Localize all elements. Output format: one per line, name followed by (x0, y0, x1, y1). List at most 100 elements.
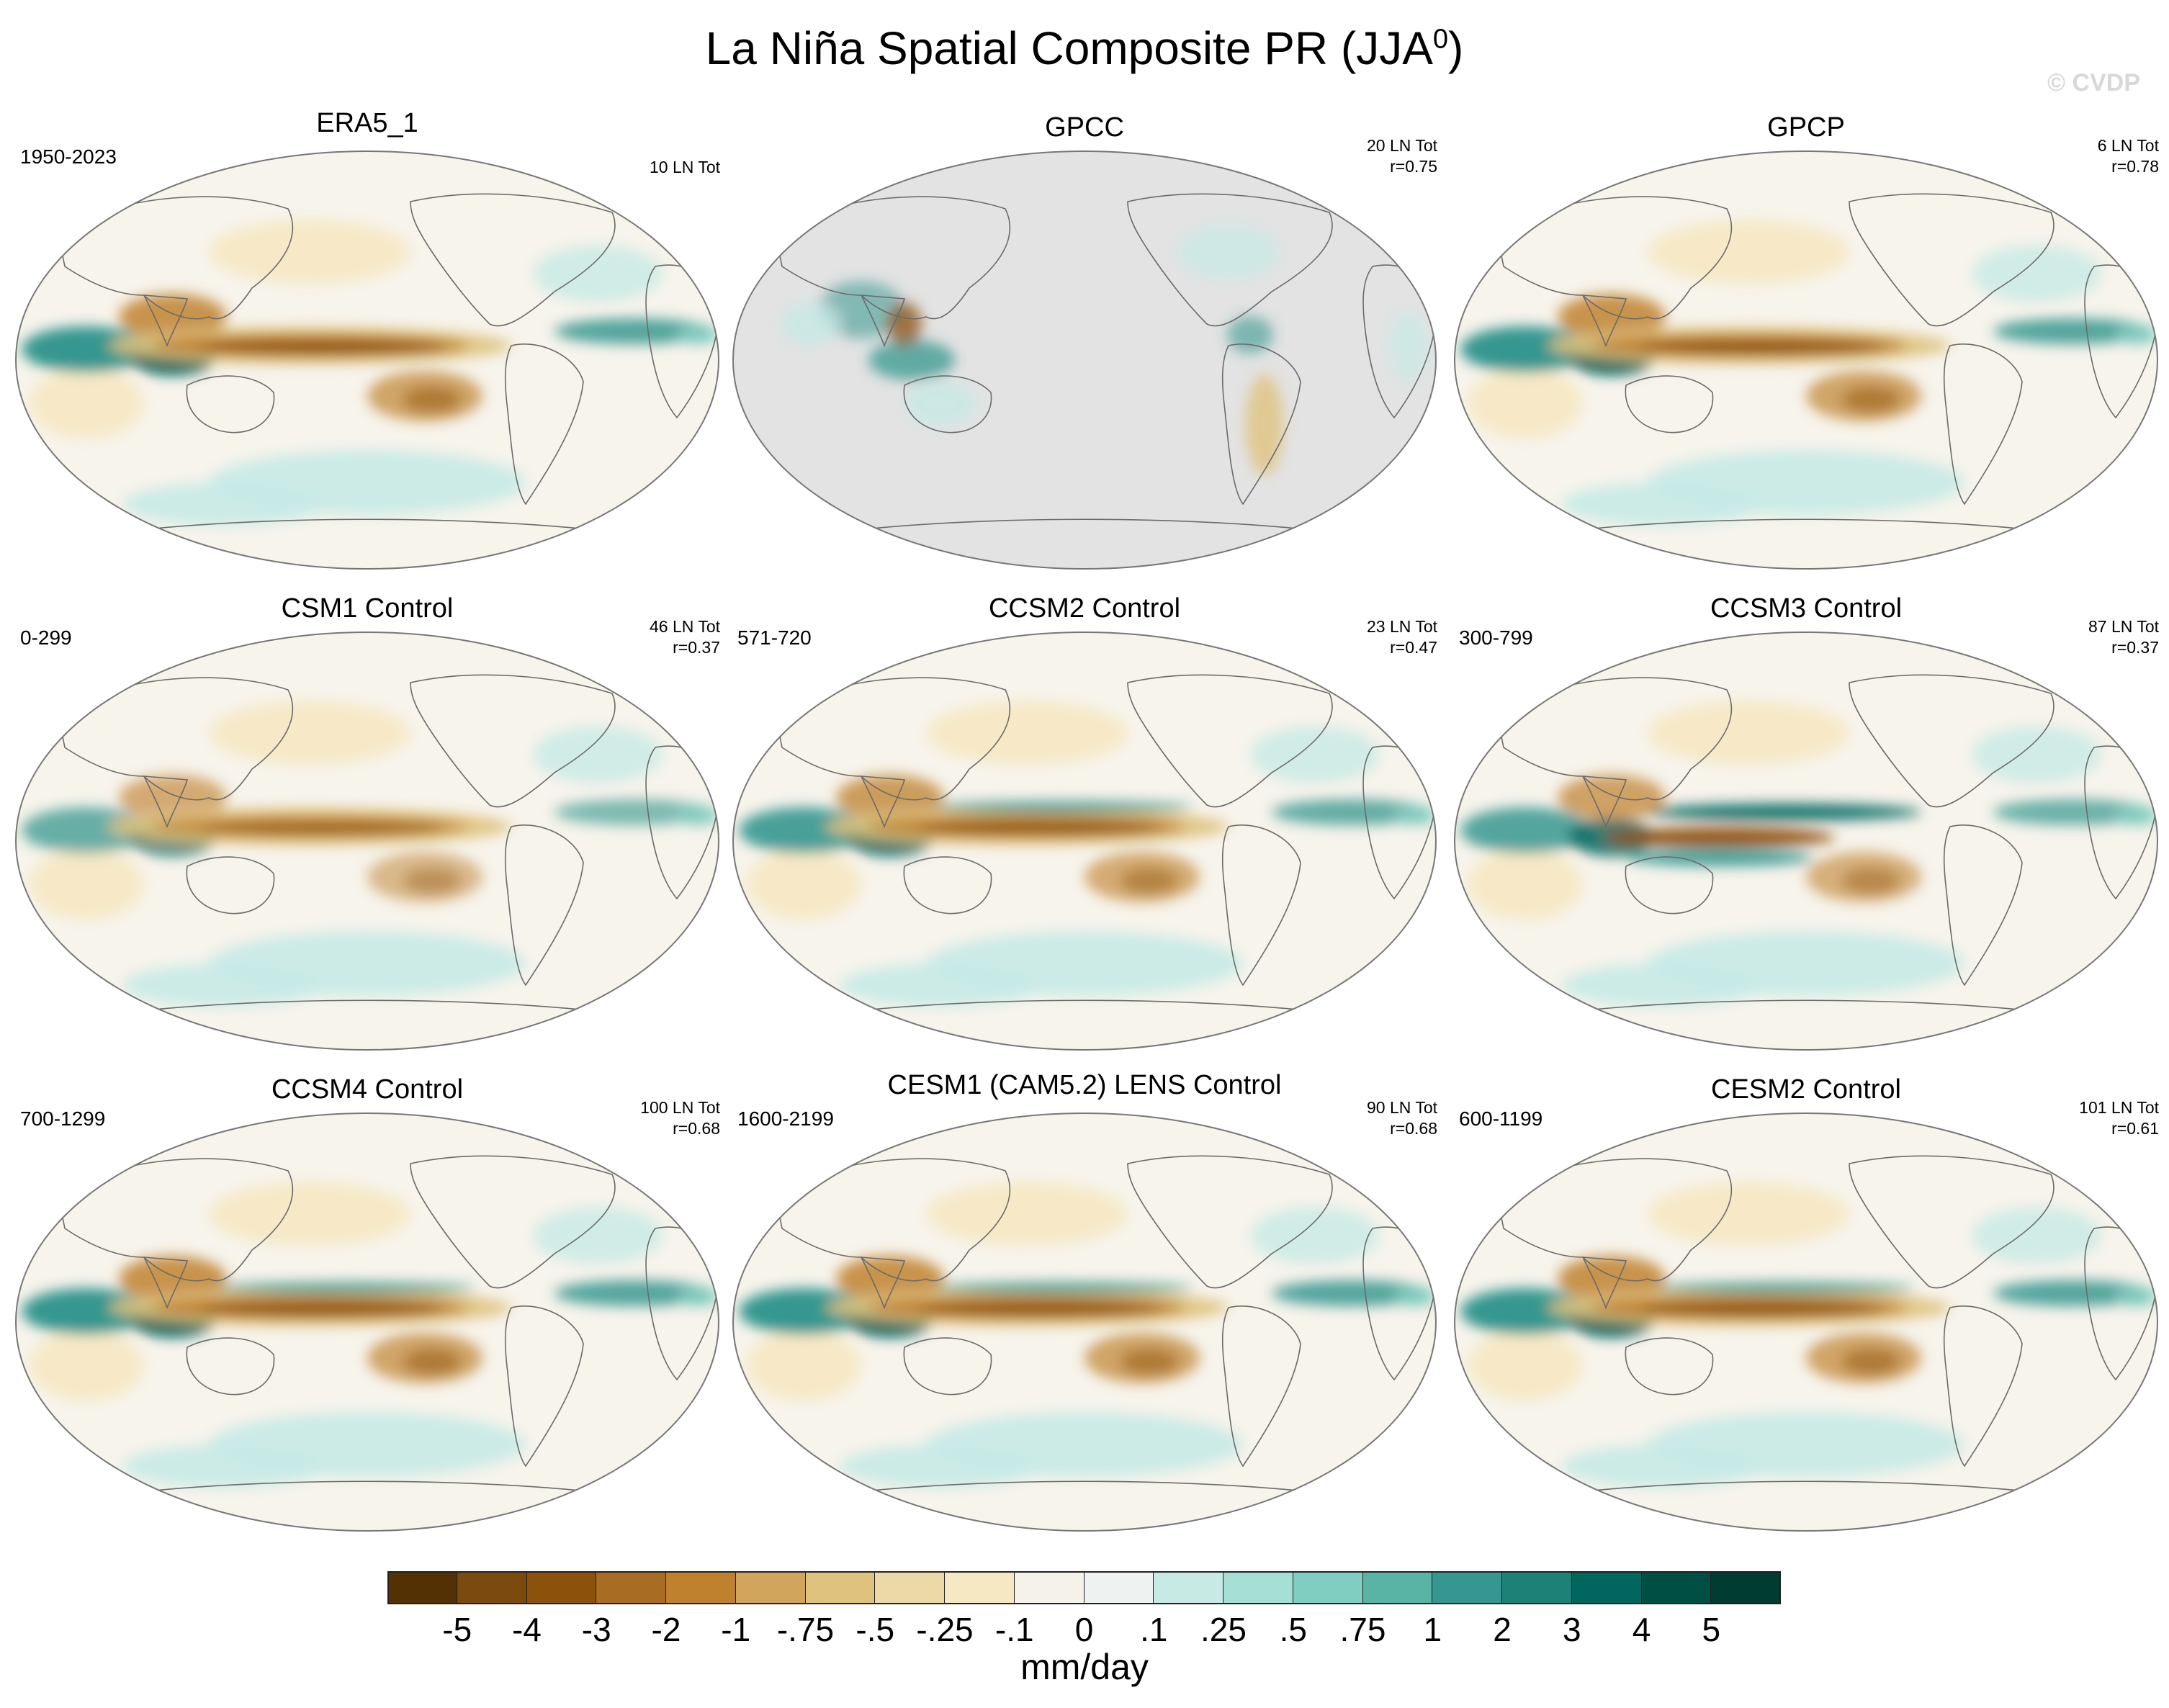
colorbar-tick-label: -.1 (994, 1611, 1034, 1648)
panel-period: 571-720 (737, 626, 812, 649)
panel-stats: 100 LN Tot r=0.68 (640, 1097, 720, 1139)
colorbar-swatch (666, 1571, 736, 1604)
asia-outline (1496, 677, 1733, 801)
indian-ocean-south-anomaly (29, 367, 144, 439)
north-atlantic-anomaly (1972, 245, 2101, 302)
map-border (732, 150, 1437, 570)
panel-event-count: 100 LN Tot (640, 1098, 720, 1117)
colorbar-swatch (1502, 1571, 1572, 1604)
antarctica-outline (832, 999, 1337, 1015)
australia-anomaly (904, 380, 976, 426)
india-outline (860, 1257, 906, 1310)
wp-dry (1558, 1256, 1666, 1302)
north-atlantic-anomaly (1972, 726, 2101, 783)
asia-outline (1496, 1158, 1733, 1282)
australia-outline (1625, 1337, 1714, 1395)
south-america-outline (1943, 1305, 2023, 1467)
atlantic-itcz-wet (554, 1280, 713, 1306)
asia-outline (774, 677, 1011, 801)
panel-period: 700-1299 (20, 1107, 106, 1130)
wp-dry (119, 775, 227, 821)
map-border (15, 1113, 719, 1532)
panel-stats: 101 LN Tot r=0.61 (2079, 1097, 2159, 1139)
colorbar-swatch (1293, 1571, 1363, 1604)
asia-outline (774, 1158, 1011, 1282)
southern-ocean-anomaly (840, 1444, 1041, 1488)
south-america-outline (1943, 824, 2023, 986)
south-america-outline (1221, 1305, 1301, 1467)
figure-title-end: ) (1448, 22, 1464, 74)
atlantic-itcz-wet (1993, 318, 2152, 344)
indian-ocean-wet (22, 1288, 151, 1334)
antarctica-outline (1553, 1480, 2059, 1496)
indochina-anomaly (887, 302, 922, 346)
figure-title: La Niña Spatial Composite PR (JJA0) (0, 22, 2169, 75)
itcz-wet-edge (933, 1282, 1193, 1294)
pacific-dry-center (1640, 1303, 1885, 1316)
robinson-map (732, 150, 1437, 570)
panel-event-count: 87 LN Tot (2088, 617, 2159, 636)
indian-ocean-south-anomaly (1468, 367, 1583, 439)
panel-stats: 46 LN Tot r=0.37 (650, 616, 720, 658)
antarctica-outline (832, 518, 1337, 534)
itcz-north-wet (1648, 804, 1921, 821)
figure-title-main: La Niña Spatial Composite PR (JJA (705, 22, 1433, 74)
indian-ocean-south-anomaly (29, 848, 144, 920)
africa-anomaly (1388, 310, 1429, 382)
panel-title: CESM2 Control (1711, 1074, 1901, 1105)
map-panel: CCSM3 Control 300-799 87 LN Tot r=0.37 (1446, 589, 2166, 1064)
panel-title: GPCP (1767, 112, 1845, 143)
colorbar (387, 1571, 1781, 1604)
colorbar-swatch (1432, 1571, 1502, 1604)
pacific-dry-center (202, 1303, 446, 1316)
map-panel: ERA5_1 1950-2023 10 LN Tot (7, 108, 727, 583)
colorbar-units: mm/day (1020, 1647, 1149, 1687)
colorbar-swatch (1084, 1571, 1154, 1604)
spcz-dry-core (403, 387, 461, 413)
colorbar-swatch (875, 1571, 945, 1604)
colorbar-tick-label: 4 (1632, 1611, 1651, 1648)
figure-title-sup: 0 (1432, 24, 1449, 55)
spcz-dry-core (1842, 387, 1900, 413)
colorbar-tick-label: 0 (1074, 1611, 1094, 1648)
atlantic-itcz-wet (1272, 1280, 1430, 1306)
north-atlantic-anomaly (1250, 1207, 1380, 1264)
south-america-outline (1943, 343, 2023, 505)
north-america-anomaly (1178, 223, 1279, 281)
spcz-wet (1626, 849, 1813, 866)
india-outline (860, 295, 906, 348)
atlantic-itcz-wet (1993, 1280, 2152, 1306)
indian-ocean-south-anomaly (1468, 1329, 1583, 1401)
pacific-dry-center (919, 822, 1164, 835)
africa-wet-west (2116, 1287, 2157, 1307)
australia-outline (186, 856, 275, 914)
southern-ocean-anomaly (122, 1444, 324, 1488)
colorbar-tick-label: .1 (1140, 1611, 1168, 1648)
north-atlantic-anomaly (533, 245, 663, 302)
panel-period: 1950-2023 (20, 145, 117, 168)
colorbar-swatch (1362, 1571, 1433, 1604)
itcz-wet-edge (216, 1282, 475, 1294)
southern-ocean-anomaly (1561, 482, 1763, 526)
panel-pattern-correlation: r=0.68 (1390, 1119, 1437, 1138)
colorbar-tick-label: -.75 (776, 1611, 835, 1648)
india-outline (143, 295, 189, 348)
panel-event-count: 10 LN Tot (649, 158, 720, 176)
robinson-map (732, 631, 1437, 1051)
india-outline (1581, 1257, 1627, 1310)
colorbar-tick-label: 3 (1562, 1611, 1581, 1648)
india-outline (143, 1257, 189, 1310)
itcz-wet-edge (933, 801, 1193, 813)
australia-outline (1625, 856, 1714, 914)
robinson-map (1454, 150, 2158, 570)
panel-event-count: 90 LN Tot (1366, 1098, 1437, 1117)
colorbar-swatch (1571, 1571, 1642, 1604)
robinson-map (732, 1113, 1437, 1532)
colorbar-swatch (596, 1571, 666, 1604)
north-atlantic-anomaly (1250, 726, 1380, 783)
australia-outline (186, 375, 275, 433)
panel-pattern-correlation: r=0.37 (673, 638, 720, 657)
panel-stats: 23 LN Tot r=0.47 (1367, 616, 1437, 658)
panel-pattern-correlation: r=0.78 (2111, 157, 2159, 176)
atlantic-itcz-wet (554, 799, 713, 825)
